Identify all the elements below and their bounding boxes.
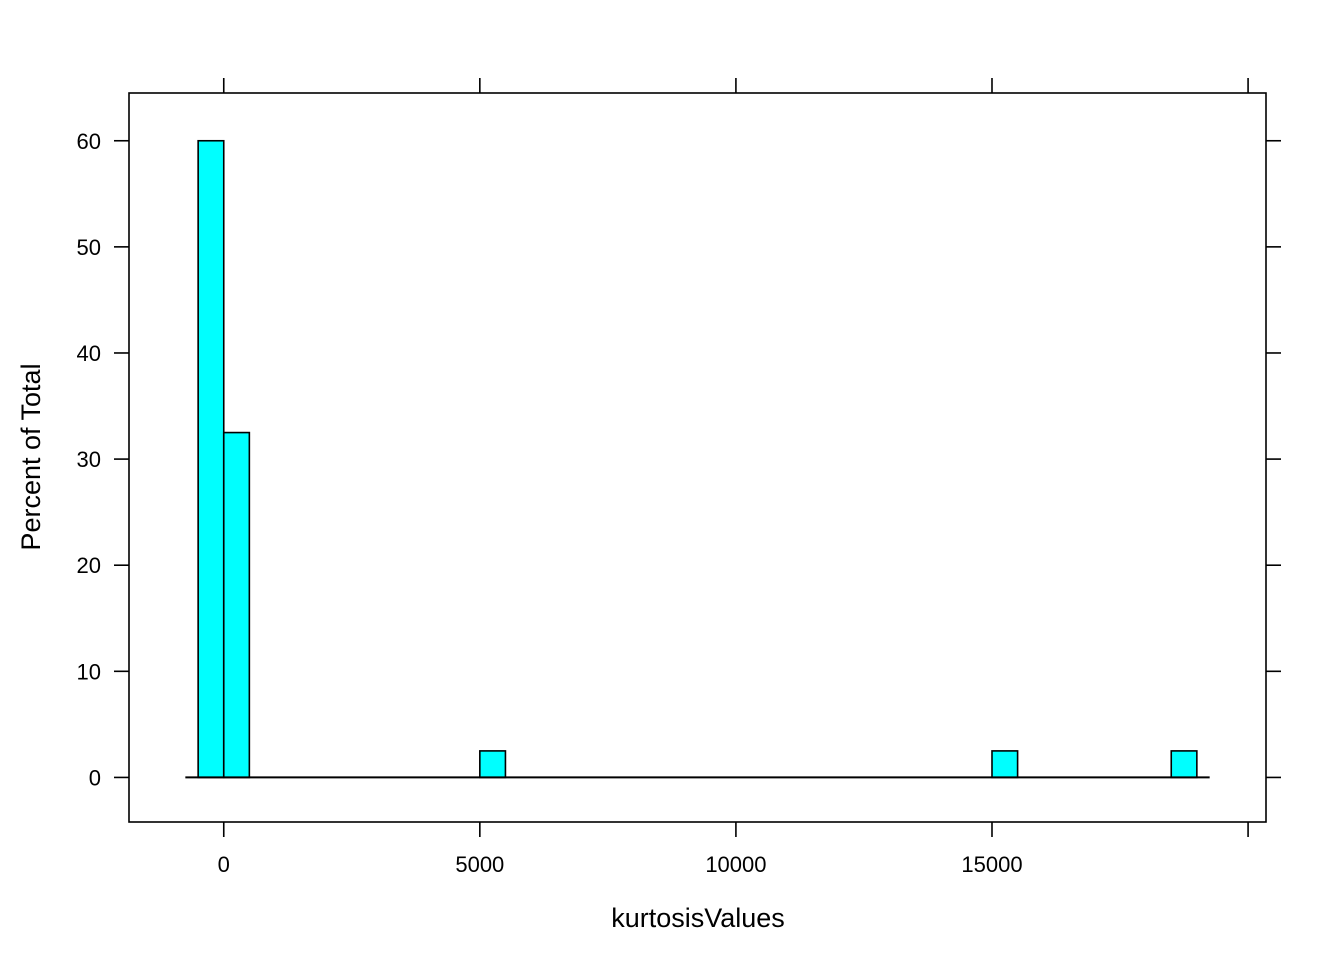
- ticks-group: 0 5000 10000 15000 0 10 20 30 40 50 60: [77, 78, 1281, 877]
- histogram-bar-2: [479, 750, 507, 779]
- y-tick-label: 40: [77, 341, 101, 366]
- y-tick-label: 60: [77, 129, 101, 154]
- histogram-bar-1: [222, 431, 251, 779]
- x-axis-title: kurtosisValues: [611, 903, 785, 933]
- y-axis-title: Percent of Total: [16, 363, 46, 550]
- y-tick-label: 30: [77, 447, 101, 472]
- bars-group: [197, 139, 1198, 779]
- plot-frame: [128, 92, 1267, 823]
- x-tick-label: 10000: [705, 852, 766, 877]
- x-tick-label: 5000: [455, 852, 504, 877]
- x-tick-label: 15000: [961, 852, 1022, 877]
- y-tick-label: 20: [77, 553, 101, 578]
- x-tick-label: 0: [218, 852, 230, 877]
- histogram-bar-4: [1170, 750, 1198, 779]
- y-tick-label: 10: [77, 659, 101, 684]
- histogram-bar-3: [991, 750, 1019, 779]
- histogram-bar-0: [197, 139, 225, 779]
- y-tick-label: 50: [77, 235, 101, 260]
- y-tick-label: 0: [89, 765, 101, 790]
